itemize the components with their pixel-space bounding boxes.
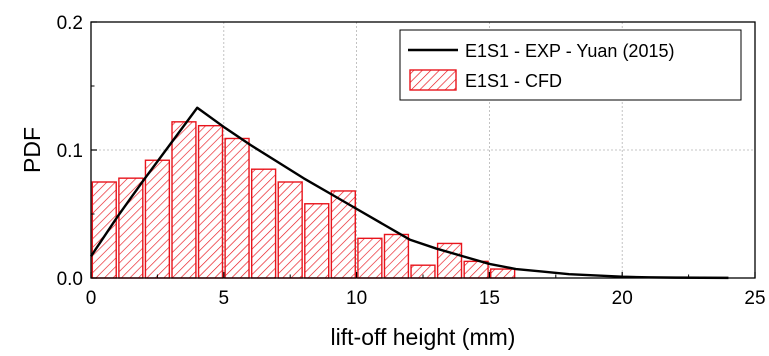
y-tick-labels: 0.0 0.1 0.2 (57, 13, 83, 290)
legend: E1S1 - EXP - Yuan (2015) E1S1 - CFD (399, 29, 742, 101)
cfd-bars (91, 121, 516, 279)
cfd-bar (357, 237, 383, 279)
x-tick-label: 5 (219, 288, 230, 309)
x-tick-label: 15 (479, 288, 500, 309)
y-tick-label: 0.1 (57, 141, 83, 162)
cfd-bar (224, 137, 250, 279)
x-axis-title: lift-off height (mm) (331, 324, 516, 350)
x-tick-label: 0 (86, 288, 97, 309)
cfd-bar (91, 181, 117, 279)
x-tick-label: 25 (744, 288, 765, 309)
y-axis-title: PDF (19, 127, 45, 173)
legend-cfd-label: E1S1 - CFD (465, 71, 562, 91)
cfd-bar (490, 268, 516, 279)
cfd-bar (330, 190, 356, 279)
grid-lines (91, 22, 755, 278)
cfd-bar (144, 159, 171, 279)
cfd-bar (197, 124, 224, 279)
legend-box (399, 29, 742, 101)
cfd-bar (277, 181, 303, 279)
cfd-bar (304, 203, 330, 279)
x-tick-labels: 0 5 10 15 20 25 (86, 288, 766, 309)
cfd-bar (463, 260, 489, 279)
legend-exp-label: E1S1 - EXP - Yuan (2015) (465, 41, 674, 61)
x-tick-label: 10 (346, 288, 367, 309)
cfd-bar (383, 233, 410, 279)
y-tick-label: 0.2 (57, 13, 83, 34)
cfd-bar (436, 242, 463, 279)
axis-ticks (90, 21, 756, 279)
cfd-bar (171, 121, 197, 279)
cfd-bar (250, 168, 277, 279)
x-tick-label: 20 (612, 288, 633, 309)
legend-bar-swatch (409, 69, 457, 91)
cfd-bar (118, 177, 144, 279)
y-tick-label: 0.0 (57, 269, 83, 290)
